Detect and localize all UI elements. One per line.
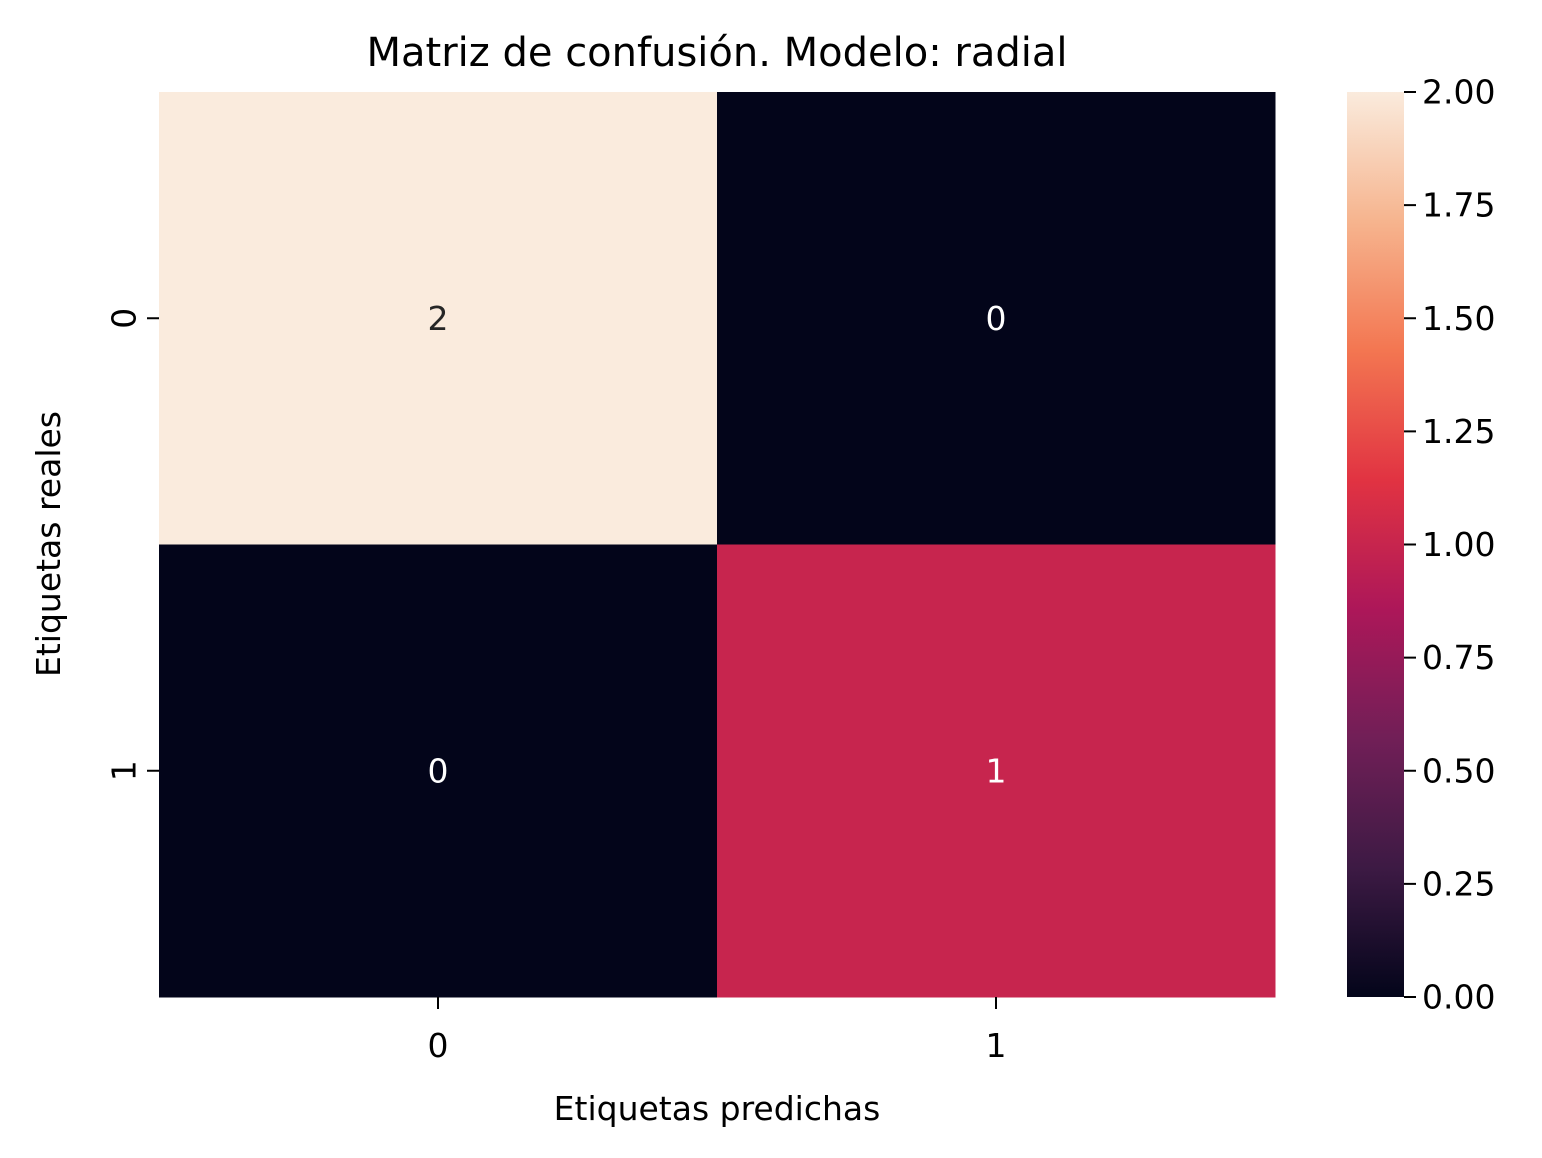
colorbar-tick-label-1: 0.25 xyxy=(1422,864,1495,903)
cell-value-1-1: 1 xyxy=(986,751,1007,790)
x-tick-label-0: 0 xyxy=(428,1026,449,1065)
heatmap-cells: 2 00 1 xyxy=(159,92,1276,998)
heatmap-cell-0-0 xyxy=(159,92,718,545)
colorbar-tick-label-0: 0.00 xyxy=(1422,978,1495,1017)
cell-value-1-0: 0 xyxy=(428,751,449,790)
colorbar-tick-label-3: 0.75 xyxy=(1422,638,1495,677)
y-axis-label: Etiquetas reales xyxy=(29,411,68,677)
heatmap-cell-1-0 xyxy=(159,544,718,998)
y-tick-label-0: 0 xyxy=(105,308,144,329)
y-tick-label-1: 1 xyxy=(105,760,144,781)
cell-value-0-1: 0 xyxy=(986,299,1007,338)
colorbar-tick-label-4: 1.00 xyxy=(1422,525,1495,564)
chart-title: Matriz de confusión. Modelo: radial xyxy=(367,30,1068,76)
colorbar-tick-label-7: 1.75 xyxy=(1422,186,1495,225)
x-tick-label-1: 1 xyxy=(986,1026,1007,1065)
heatmap-cell-1-1 xyxy=(717,544,1276,998)
y-axis: 01 xyxy=(105,308,159,781)
cell-value-0-0: 2 xyxy=(428,299,449,338)
colorbar-tick-label-5: 1.25 xyxy=(1422,412,1495,451)
colorbar-tick-label-2: 0.50 xyxy=(1422,751,1495,790)
colorbar-axis: 0.00 0.25 0.50 0.75 1.00 1.25 1.50 1.75 2.00 xyxy=(1404,73,1495,1017)
colorbar-tick-label-8: 2.00 xyxy=(1422,73,1495,112)
heatmap-cell-0-1 xyxy=(717,92,1276,545)
colorbar-tick-label-6: 1.50 xyxy=(1422,299,1495,338)
x-axis-label: Etiquetas predichas xyxy=(554,1089,881,1128)
colorbar xyxy=(1347,92,1404,997)
